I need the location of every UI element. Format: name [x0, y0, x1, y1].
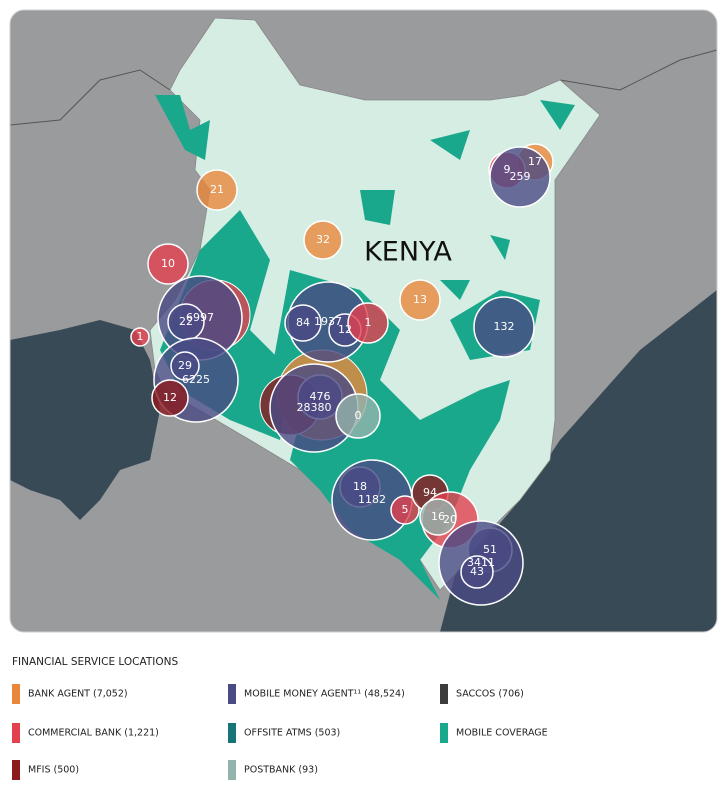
bubble-label: 476: [310, 390, 331, 403]
bubble-label: 13: [413, 293, 427, 306]
legend-swatch: [440, 723, 448, 743]
legend-swatch: [228, 723, 236, 743]
border: [559, 49, 717, 91]
bubble-label: 32: [316, 233, 330, 246]
bubble: [196, 169, 238, 211]
bubble-label: 12: [338, 323, 352, 336]
bubble-label: 22: [179, 315, 193, 328]
bubble: [151, 379, 189, 417]
bubble-label: 84: [296, 316, 310, 329]
map-frame: [9, 9, 718, 633]
border: [10, 69, 171, 126]
bubble: [419, 498, 457, 536]
legend-label: SACCOS (706): [456, 689, 524, 700]
bubble: [130, 327, 150, 347]
bubble: [390, 495, 420, 525]
legend-swatch: [12, 723, 20, 743]
bubble: [147, 243, 189, 285]
bubble-label: 21: [210, 183, 224, 196]
legend-swatch: [228, 684, 236, 704]
bubble-label: 29: [178, 359, 192, 372]
legend-label: MOBILE MONEY AGENT¹¹ (48,524): [244, 689, 405, 700]
legend-swatch: [12, 760, 20, 780]
bubble: [489, 146, 551, 208]
bubble: [170, 351, 200, 381]
legend-swatch: [228, 760, 236, 780]
bubble: [284, 304, 322, 342]
legend-label: BANK AGENT (7,052): [28, 689, 128, 700]
bubble-label: 132: [494, 320, 515, 333]
bubble: [460, 555, 494, 589]
legend-label: OFFSITE ATMS (503): [244, 728, 340, 739]
bubble-label: 6225: [182, 373, 210, 386]
bubble: [335, 393, 381, 439]
bubble-label: 0: [355, 409, 362, 422]
bubble-label: 16: [431, 510, 445, 523]
bubble-label: 94: [423, 486, 437, 499]
bubble-label: 1: [137, 330, 144, 343]
bubble-label: 1182: [358, 493, 386, 506]
legend-label: POSTBANK (93): [244, 765, 318, 776]
bubble: [399, 279, 441, 321]
legend-label: MFIS (500): [28, 765, 79, 776]
bubble-label: 18: [353, 480, 367, 493]
bubble-label: 6997: [186, 311, 214, 324]
bubble-label: 28380: [297, 401, 332, 414]
legend-label: COMMERCIAL BANK (1,221): [28, 728, 159, 739]
lake: [10, 320, 160, 520]
legend-title: FINANCIAL SERVICE LOCATIONS: [12, 656, 178, 668]
bubble-label: 10: [161, 257, 175, 270]
legend-label: MOBILE COVERAGE: [456, 728, 548, 739]
bubble-label: 1: [365, 316, 372, 329]
bubble-label: 3411: [467, 556, 495, 569]
legend-swatch: [440, 684, 448, 704]
bubble: [347, 302, 389, 344]
bubble: [303, 220, 343, 260]
bubble-label: 259: [510, 170, 531, 183]
country-label: KENYA: [364, 237, 452, 268]
legend-swatch: [12, 684, 20, 704]
bubble-label: 9: [504, 163, 511, 176]
bubble-label: 5: [402, 503, 409, 516]
bubble-label: 43: [470, 565, 484, 578]
bubble-label: 12: [163, 391, 177, 404]
bubble-label: 17: [528, 155, 542, 168]
bubble: [473, 296, 535, 358]
bubble-label: 20: [443, 513, 457, 526]
bubble-label: 1937: [314, 315, 342, 328]
bubble-label: 51: [483, 543, 497, 556]
